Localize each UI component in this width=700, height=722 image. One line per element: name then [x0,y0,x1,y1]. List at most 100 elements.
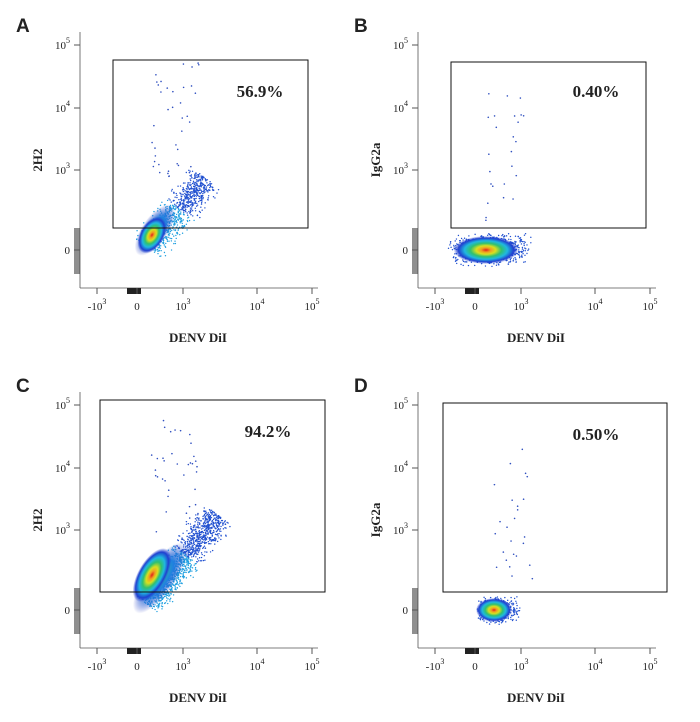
event [515,600,517,602]
event [498,623,500,626]
tick-exponent: 3 [404,161,408,170]
event [212,186,214,189]
event [199,173,201,175]
event [200,552,203,554]
tick-base: 10 [55,103,67,115]
tick-exponent: 3 [525,657,529,666]
event [214,543,216,545]
event [177,210,179,212]
event [192,549,194,551]
event [488,153,490,156]
event [196,541,198,543]
event [193,190,196,192]
event [220,538,222,541]
event [212,529,215,532]
event [162,419,165,422]
event [203,184,206,187]
event [204,516,206,519]
event [177,229,179,231]
event [502,551,505,553]
event [200,176,203,178]
event [218,525,220,527]
event [186,212,188,214]
event [184,209,186,212]
tick-exponent: 3 [440,657,444,666]
event [198,550,201,552]
event [507,617,509,620]
event [180,541,182,543]
event [198,180,200,182]
event [156,610,158,613]
event [170,190,173,192]
event [494,532,497,535]
event [205,517,207,520]
event [186,556,188,559]
event [198,557,201,559]
tick-exponent: 4 [261,657,265,666]
event [201,537,204,539]
event [176,539,179,541]
event [198,540,200,543]
event [513,612,515,614]
event [200,189,202,192]
event [201,530,204,533]
event [190,539,193,542]
tick-label: 103 [55,161,70,177]
event [178,204,180,206]
tick-base: 10 [514,661,526,673]
density [137,216,167,254]
event [187,193,190,196]
event [518,237,521,239]
event [205,532,207,535]
event [177,218,179,221]
event [173,229,175,231]
tick-label: 0 [403,605,409,617]
event [519,97,522,99]
event [197,537,199,539]
event [191,553,193,555]
event [165,511,168,513]
event [202,176,204,178]
event [193,193,195,196]
event [195,471,198,473]
event [167,489,170,492]
event [507,599,509,602]
event [198,176,200,178]
event [175,217,177,219]
event [197,551,200,553]
event [168,236,170,238]
event [176,233,179,235]
event [203,507,205,509]
event [197,542,199,545]
tick-base: 10 [305,661,317,673]
event [503,236,505,238]
tick-label: 0 [403,245,409,257]
event [167,598,169,600]
event [516,505,519,508]
event [189,178,191,180]
event [215,518,217,521]
tick-base: 0 [134,661,140,673]
event [213,539,215,541]
event [203,186,205,188]
event [180,208,182,211]
event [181,222,183,225]
event [196,548,199,550]
event [175,216,177,218]
event [513,517,516,520]
event [207,197,209,199]
event [204,526,206,528]
event [191,551,194,553]
event [184,541,186,544]
event [511,619,514,622]
event [182,188,185,190]
event [184,196,186,199]
event [491,185,494,188]
event [156,476,159,478]
event [192,202,194,204]
event [203,524,206,527]
event [160,245,162,247]
event [179,213,182,215]
event [528,564,531,566]
event [208,509,211,511]
